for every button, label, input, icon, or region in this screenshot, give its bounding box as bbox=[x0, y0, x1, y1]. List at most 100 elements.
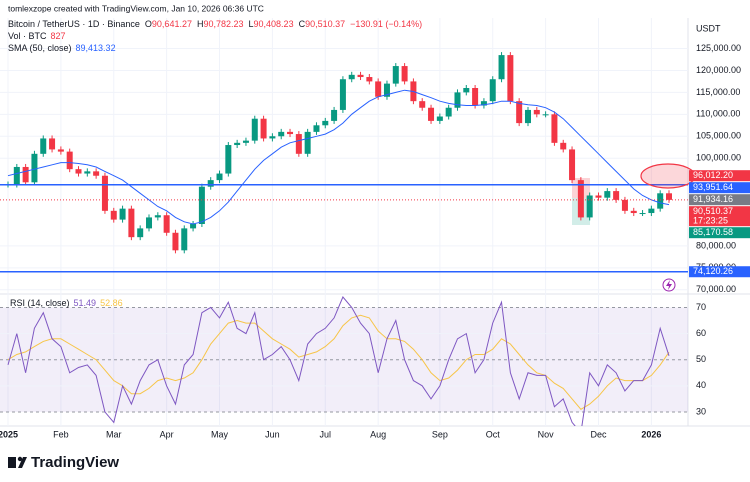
y-tick-label: 30 bbox=[696, 406, 706, 416]
x-tick-label: Dec bbox=[590, 429, 607, 439]
candle-body bbox=[419, 101, 426, 108]
y-tick-label: 50 bbox=[696, 354, 706, 364]
candle-body bbox=[225, 145, 232, 174]
symbol: Bitcoin / TetherUS · 1D · Binance bbox=[8, 19, 140, 29]
event-icon-bolt bbox=[666, 280, 672, 290]
x-tick-label: 2025 bbox=[0, 429, 18, 439]
candle-body bbox=[190, 224, 197, 229]
candle-body bbox=[604, 191, 611, 198]
currency: USDT bbox=[696, 23, 721, 33]
x-tick-label: Jun bbox=[265, 429, 280, 439]
candle-body bbox=[331, 109, 338, 121]
candle-body bbox=[657, 193, 664, 209]
ohlc-key: C bbox=[299, 19, 306, 29]
x-tick-label: Feb bbox=[53, 429, 69, 439]
candle-body bbox=[110, 210, 117, 220]
rsi-sma-value: 52.86 bbox=[100, 298, 123, 308]
price-tag-label: 96,012.20 bbox=[693, 170, 733, 180]
candle-body bbox=[93, 171, 100, 176]
candle-body bbox=[322, 120, 329, 126]
candle-body bbox=[66, 151, 73, 170]
countdown: 17:23:25 bbox=[693, 216, 728, 226]
candle-body bbox=[84, 171, 91, 174]
candle-body bbox=[128, 208, 135, 238]
candle-body bbox=[216, 173, 223, 181]
candle-body bbox=[613, 191, 620, 200]
candle-body bbox=[560, 142, 567, 150]
candle-body bbox=[498, 55, 505, 80]
price-tag-label: 91,934.16 bbox=[693, 194, 733, 204]
price-tag bbox=[689, 227, 750, 239]
volume-label: Vol · BTC bbox=[8, 31, 47, 41]
sma-line: SMA (50, close) 89,413.32 bbox=[8, 43, 116, 53]
candle-body bbox=[137, 228, 144, 238]
candle-body bbox=[13, 166, 20, 185]
candle-body bbox=[163, 215, 170, 233]
candle-body bbox=[40, 138, 47, 154]
candle-body bbox=[516, 101, 523, 124]
ohlc-value: 90,408.23 bbox=[254, 19, 294, 29]
price-tag bbox=[689, 194, 750, 206]
sma-value: 89,413.32 bbox=[76, 43, 116, 53]
y-tick-label: 115,000.00 bbox=[696, 87, 740, 97]
y-tick-label: 80,000.00 bbox=[696, 240, 736, 250]
brand: TradingView bbox=[31, 454, 119, 471]
candle-body bbox=[278, 131, 285, 137]
x-tick-label: Jul bbox=[320, 429, 332, 439]
x-tick-label: Oct bbox=[486, 429, 501, 439]
rsi-title: RSI (14, close) bbox=[10, 298, 70, 308]
price-tag bbox=[689, 182, 750, 194]
y-tick-label: 120,000.00 bbox=[696, 65, 741, 75]
candle-body bbox=[119, 208, 126, 220]
candle-body bbox=[146, 217, 153, 229]
candle-body bbox=[234, 142, 241, 146]
price-tag-label: 74,120.26 bbox=[693, 266, 733, 276]
ohlc-key: H bbox=[197, 19, 204, 29]
y-tick-label: 40 bbox=[696, 380, 706, 390]
logo-mark bbox=[8, 457, 16, 468]
price-tag bbox=[689, 170, 750, 182]
candle-body bbox=[295, 134, 302, 154]
rsi-line bbox=[7, 296, 670, 426]
candle-body bbox=[287, 131, 294, 135]
candle-body bbox=[428, 107, 435, 121]
credit: tomlexzope created with TradingView.com,… bbox=[8, 3, 264, 13]
candle-body bbox=[383, 83, 390, 97]
x-tick-label: Nov bbox=[538, 429, 555, 439]
y-tick-label: 125,000.00 bbox=[696, 43, 741, 53]
sma-line bbox=[7, 89, 670, 225]
candle-body bbox=[49, 138, 56, 150]
candle-body bbox=[648, 208, 655, 214]
change: −130.91 (−0.14%) bbox=[350, 19, 422, 29]
ohlc-value: 90,782.23 bbox=[203, 19, 243, 29]
candle-body bbox=[639, 213, 646, 215]
x-tick-label: May bbox=[211, 429, 229, 439]
candle-body bbox=[242, 140, 249, 143]
x-tick-label: 2026 bbox=[641, 429, 661, 439]
x-tick-label: Aug bbox=[370, 429, 386, 439]
x-tick-label: Mar bbox=[106, 429, 122, 439]
y-tick-label: 110,000.00 bbox=[696, 109, 740, 119]
candle-body bbox=[366, 77, 373, 82]
ohlc-key: L bbox=[249, 19, 254, 29]
y-tick-label: 70 bbox=[696, 302, 706, 312]
candle-body bbox=[304, 131, 311, 154]
candle-body bbox=[577, 180, 584, 218]
candle-body bbox=[375, 81, 382, 97]
candle-body bbox=[198, 186, 205, 224]
ohlc-value: 90,510.37 bbox=[305, 19, 345, 29]
candle-body bbox=[207, 180, 214, 187]
candle-body bbox=[621, 199, 628, 211]
ohlc-value: 90,641.27 bbox=[152, 19, 192, 29]
logo: TradingView bbox=[8, 454, 119, 471]
candle-body bbox=[489, 79, 496, 102]
candle-body bbox=[454, 92, 461, 108]
candle-body bbox=[507, 55, 514, 102]
candle-body bbox=[357, 74, 364, 78]
price-tag-label: 85,170.58 bbox=[693, 227, 733, 237]
candle-body bbox=[154, 215, 161, 218]
price-tag-label: 90,510.37 bbox=[693, 206, 733, 216]
candle-body bbox=[101, 175, 108, 211]
symbol-line: Bitcoin / TetherUS · 1D · Binance O90,641… bbox=[8, 19, 422, 29]
candle-body bbox=[524, 109, 531, 124]
